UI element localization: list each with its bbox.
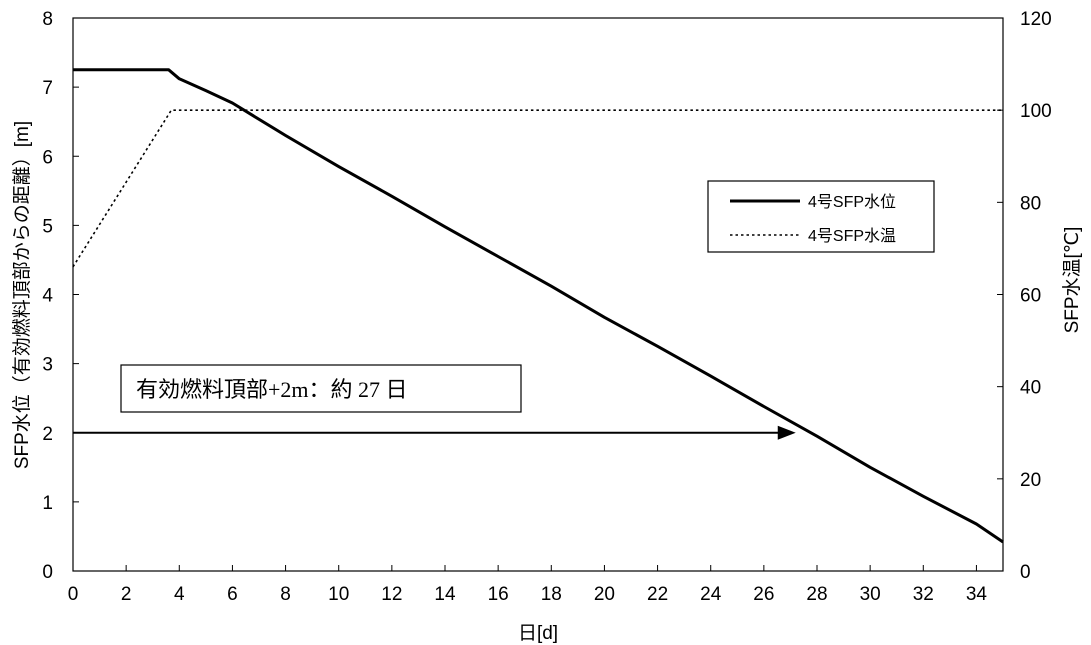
right-y-axis-title: SFP水温[℃]	[1061, 227, 1083, 334]
x-axis: 0 2 4 6 8 10 12 14 16 18 20 22 24 26 28 30 32 34	[68, 565, 988, 605]
x-tick-label: 14	[434, 584, 456, 605]
y-left-tick-label: 2	[42, 424, 53, 445]
annotation: 有効燃料頂部+2m：約 27 日	[73, 364, 796, 440]
y-right-tick-label: 100	[1020, 101, 1052, 122]
legend-box	[707, 180, 935, 253]
x-tick-label: 16	[488, 584, 509, 605]
annotation-box	[120, 364, 522, 413]
annotation-text: 有効燃料頂部+2m：約 27 日	[136, 377, 408, 402]
x-tick-label: 22	[647, 584, 668, 605]
y-left-tick-label: 1	[42, 493, 53, 514]
y-right-tick-label: 40	[1020, 378, 1041, 399]
y-left-tick-label: 8	[42, 9, 53, 30]
y-right-tick-label: 20	[1020, 470, 1041, 491]
plot-area	[72, 17, 1004, 572]
series-layer	[72, 68, 1004, 544]
left-y-axis-title: SFP水位（有効燃料頂部からの距離）[m]	[11, 121, 33, 469]
legend-label-temp: 4号SFP水温	[808, 227, 896, 245]
x-axis-title: 日[d]	[518, 623, 558, 644]
legend: 4号SFP水位 4号SFP水温	[707, 180, 935, 253]
x-tick-label: 20	[594, 584, 615, 605]
y-left-tick-label: 0	[42, 562, 53, 583]
x-tick-label: 2	[121, 584, 132, 605]
right-y-axis: 0 20 40 60 80 100 120	[997, 9, 1052, 583]
x-tick-label: 24	[700, 584, 722, 605]
y-right-tick-label: 120	[1020, 9, 1052, 30]
annotation-arrowhead	[777, 425, 796, 440]
legend-label-level: 4号SFP水位	[808, 193, 896, 211]
y-left-tick-label: 3	[42, 355, 53, 376]
x-tick-label: 18	[541, 584, 562, 605]
x-tick-label: 34	[966, 584, 988, 605]
y-left-tick-label: 4	[42, 286, 53, 307]
y-left-tick-label: 7	[42, 78, 53, 99]
left-y-axis: 0 1 2 3 4 5 6 7 8	[42, 9, 79, 583]
x-tick-label: 32	[913, 584, 934, 605]
series-line-water-temperature	[72, 109, 1003, 268]
y-right-tick-label: 60	[1020, 286, 1041, 307]
x-tick-label: 30	[860, 584, 881, 605]
series-line-water-level	[73, 68, 1004, 544]
x-tick-label: 0	[68, 584, 79, 605]
x-tick-label: 10	[328, 584, 349, 605]
x-tick-label: 8	[280, 584, 291, 605]
x-tick-label: 4	[174, 584, 185, 605]
y-left-tick-label: 5	[42, 216, 53, 237]
x-tick-label: 6	[227, 584, 238, 605]
x-tick-label: 26	[753, 584, 774, 605]
y-left-tick-label: 6	[42, 147, 53, 168]
y-right-tick-label: 80	[1020, 193, 1041, 214]
x-tick-label: 28	[806, 584, 827, 605]
x-tick-label: 12	[381, 584, 402, 605]
y-right-tick-label: 0	[1020, 562, 1031, 583]
